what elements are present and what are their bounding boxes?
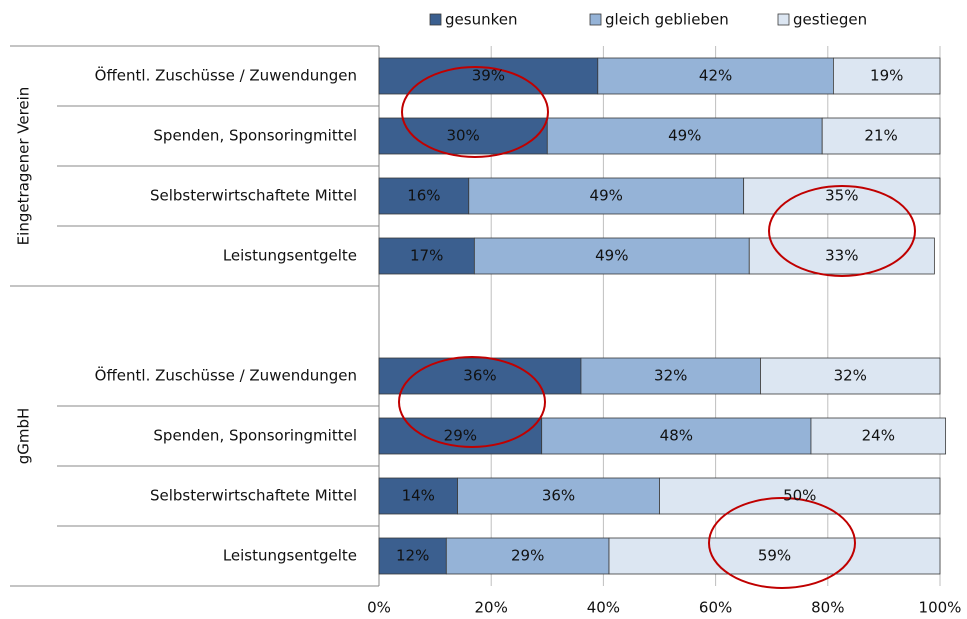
bar-segment xyxy=(378,117,548,155)
data-label: 36% xyxy=(463,367,496,385)
legend-label: gleich geblieben xyxy=(605,11,729,29)
data-label: 39% xyxy=(472,67,505,85)
category-label: Öffentl. Zuschüsse / Zuwendungen xyxy=(95,66,357,85)
bar-segment xyxy=(378,477,458,515)
bar-segment xyxy=(473,237,750,275)
data-label: 17% xyxy=(410,247,443,265)
bar-segment xyxy=(821,117,941,155)
data-label: 24% xyxy=(862,427,895,445)
highlight-ellipse xyxy=(401,66,549,158)
category-label: Spenden, Sponsoringmittel xyxy=(153,427,357,445)
data-label: 35% xyxy=(825,187,858,205)
group-label: gGmbH xyxy=(15,408,33,465)
data-label: 29% xyxy=(511,547,544,565)
category-label: Leistungsentgelte xyxy=(223,247,357,265)
data-label: 36% xyxy=(542,487,575,505)
legend-swatch xyxy=(429,13,442,26)
bar-segment xyxy=(760,357,941,395)
legend-swatch xyxy=(777,13,790,26)
x-tick-label: 80% xyxy=(811,599,844,617)
data-label: 59% xyxy=(758,547,791,565)
bar-segment xyxy=(597,57,834,95)
bar-segment xyxy=(378,237,475,275)
x-tick-label: 0% xyxy=(367,599,391,617)
category-label: Selbsterwirtschaftete Mittel xyxy=(150,187,357,205)
data-label: 29% xyxy=(444,427,477,445)
x-tick-label: 100% xyxy=(919,599,962,617)
data-label: 14% xyxy=(402,487,435,505)
data-label: 30% xyxy=(446,127,479,145)
data-label: 50% xyxy=(783,487,816,505)
data-label: 48% xyxy=(660,427,693,445)
data-label: 49% xyxy=(590,187,623,205)
data-label: 49% xyxy=(595,247,628,265)
bar-segment xyxy=(810,417,947,455)
bar-segment xyxy=(457,477,660,515)
data-label: 32% xyxy=(834,367,867,385)
category-label: Leistungsentgelte xyxy=(223,547,357,565)
x-tick-label: 40% xyxy=(587,599,620,617)
x-tick-label: 20% xyxy=(475,599,508,617)
bar-segment xyxy=(659,477,941,515)
data-label: 32% xyxy=(654,367,687,385)
legend-label: gesunken xyxy=(445,11,517,29)
category-label: Selbsterwirtschaftete Mittel xyxy=(150,487,357,505)
data-label: 42% xyxy=(699,67,732,85)
data-label: 12% xyxy=(396,547,429,565)
bar-segment xyxy=(546,117,823,155)
data-label: 33% xyxy=(825,247,858,265)
highlight-ellipses xyxy=(398,66,916,589)
x-tick-label: 60% xyxy=(699,599,732,617)
category-label: Öffentl. Zuschüsse / Zuwendungen xyxy=(95,366,357,385)
category-label: Spenden, Sponsoringmittel xyxy=(153,127,357,145)
bar-segment xyxy=(608,537,941,575)
data-label: 19% xyxy=(870,67,903,85)
bar-segment xyxy=(541,417,812,455)
data-label: 16% xyxy=(407,187,440,205)
legend-label: gestiegen xyxy=(793,11,867,29)
data-label: 21% xyxy=(864,127,897,145)
bar-segment xyxy=(378,177,470,215)
bar-segment xyxy=(378,57,599,95)
bar-segment xyxy=(743,177,941,215)
bar-segment xyxy=(378,537,447,575)
data-label: 49% xyxy=(668,127,701,145)
highlight-ellipse xyxy=(768,185,916,277)
highlight-ellipse xyxy=(398,356,546,448)
group-label: Eingetragener Verein xyxy=(15,87,33,246)
highlight-ellipse xyxy=(708,497,856,589)
legend-swatch xyxy=(589,13,602,26)
bar-segment xyxy=(580,357,761,395)
bar-segment xyxy=(445,537,610,575)
bar-segment xyxy=(833,57,941,95)
